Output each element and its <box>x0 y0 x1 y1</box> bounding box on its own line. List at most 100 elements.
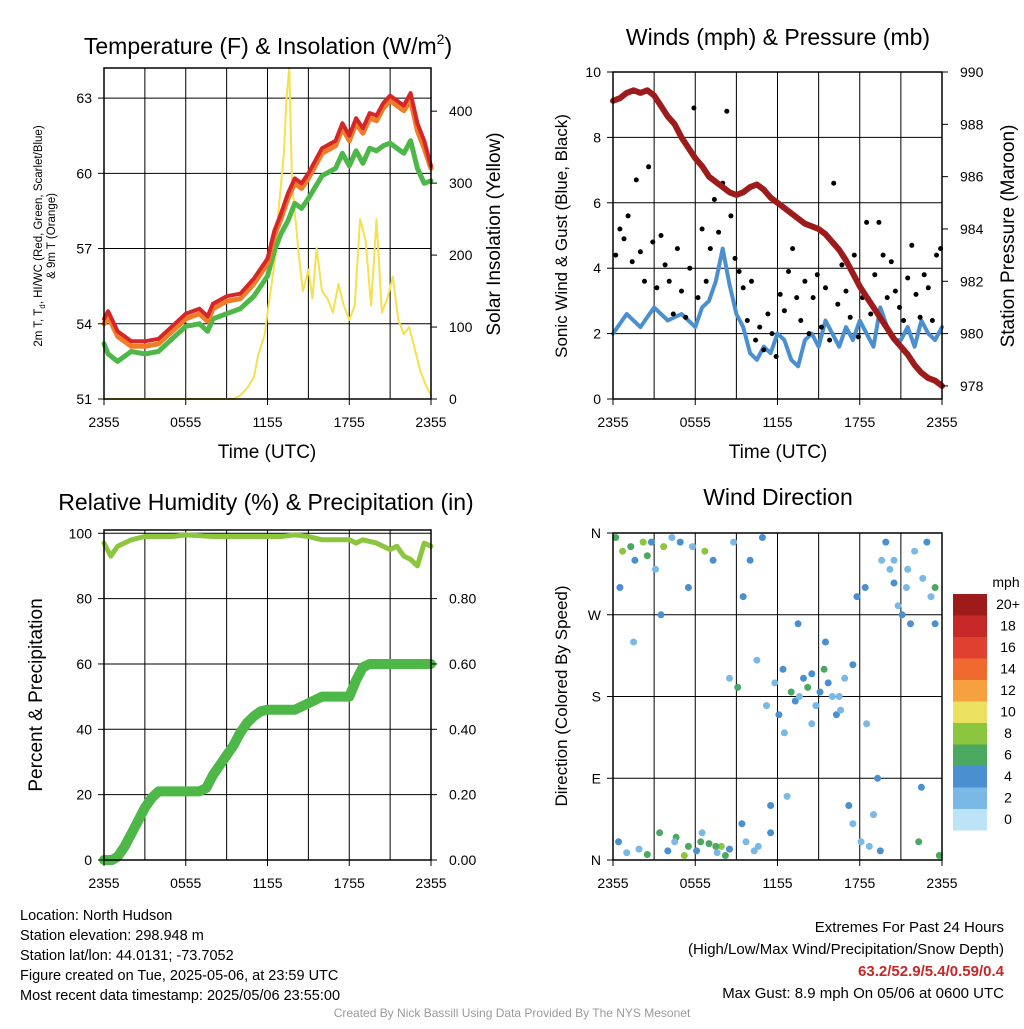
extremes-block: Extremes For Past 24 Hours (High/Low/Max… <box>688 917 1004 1005</box>
extremes-subtitle: (High/Low/Max Wind/Precipitation/Snow De… <box>688 941 1004 958</box>
direction-point <box>915 838 923 846</box>
direction-point <box>835 693 843 700</box>
direction-point <box>643 851 651 858</box>
direction-point <box>832 711 840 719</box>
y2-tick-label: 400 <box>449 103 473 119</box>
direction-point <box>767 829 775 837</box>
x-tick-label: 1755 <box>844 875 875 891</box>
direction-point <box>746 556 754 564</box>
direction-point <box>935 852 943 859</box>
y-tick-label: 0 <box>84 852 92 868</box>
legend-swatch <box>953 787 987 809</box>
gust-point <box>613 252 619 258</box>
winds-xlabel: Time (UTC) <box>729 442 828 463</box>
y-tick-label: 54 <box>76 316 92 332</box>
gust-point <box>633 177 639 183</box>
gust-point <box>884 295 890 301</box>
x-tick-label: 1755 <box>334 414 365 430</box>
legend-swatch <box>953 637 987 659</box>
rh-grid <box>104 530 431 860</box>
direction-point <box>791 697 799 705</box>
legend-swatch <box>953 615 987 637</box>
direction-point <box>671 838 679 846</box>
direction-point <box>668 534 676 541</box>
rh-ylabel: Percent & Precipitation <box>26 598 47 791</box>
direction-point <box>824 679 832 687</box>
winds-ylabel-right: Station Pressure (Maroon) <box>998 125 1019 348</box>
x-tick-label: 2355 <box>597 875 628 891</box>
y2-tick-label: 986 <box>960 169 984 185</box>
legend-title: mph <box>992 574 1019 590</box>
direction-point <box>816 688 824 696</box>
legend-label: 4 <box>1004 768 1012 784</box>
gust-point <box>650 239 656 245</box>
gust-point <box>621 236 627 242</box>
gust-point <box>798 318 804 323</box>
direction-point <box>783 792 791 800</box>
gust-point <box>662 262 668 268</box>
y2-tick-label: 984 <box>960 221 984 237</box>
y2-tick-label: 0.80 <box>449 591 476 607</box>
gust-point <box>646 164 652 170</box>
extremes-values: 63.2/52.9/5.4/0.59/0.4 <box>858 963 1004 980</box>
gust-point <box>901 318 907 323</box>
gust-point <box>806 331 812 337</box>
y-tick-label: N <box>591 852 601 868</box>
direction-point <box>919 574 927 582</box>
gust-point <box>921 272 927 278</box>
y-tick-label: E <box>592 770 601 786</box>
gust-point <box>687 265 693 271</box>
direction-point <box>693 847 701 855</box>
direction-point <box>874 774 882 782</box>
y-tick-label: 4 <box>593 260 601 276</box>
gust-point <box>934 252 939 258</box>
gust-point <box>728 213 734 219</box>
gust-point <box>753 337 759 343</box>
direction-point <box>876 847 884 855</box>
gust-point <box>642 278 647 284</box>
gust-point <box>868 311 874 317</box>
wd-ticks: 2355 0555 1155 1755 2355 N E S W N <box>588 525 958 891</box>
gust-point <box>839 262 845 268</box>
legend-label: 16 <box>1000 639 1016 655</box>
direction-point <box>849 820 857 828</box>
direction-point <box>779 665 787 673</box>
gust-point <box>732 255 738 261</box>
x-tick-label: 1755 <box>844 414 875 430</box>
direction-point <box>652 565 659 573</box>
gust-point <box>835 301 841 307</box>
gust-point <box>679 288 684 294</box>
x-tick-label: 1155 <box>762 875 792 891</box>
gust-point <box>629 259 635 265</box>
direction-point <box>907 620 914 628</box>
wd-ylabel: Direction (Colored By Speed) <box>552 585 571 806</box>
gust-point <box>749 278 754 284</box>
direction-point <box>890 556 898 564</box>
direction-point <box>878 556 886 564</box>
direction-point <box>780 729 788 737</box>
direction-point <box>890 579 898 587</box>
legend-label: 10 <box>1000 704 1016 720</box>
winds-ticks: 2355 0555 1155 1755 2355 0 2 4 6 8 10 978 980 982 984 9… <box>585 64 983 430</box>
gust-point <box>802 278 808 284</box>
x-tick-label: 1755 <box>334 875 365 891</box>
rh-series <box>99 532 436 865</box>
gust-point <box>716 229 722 235</box>
direction-point <box>639 538 647 546</box>
direction-point <box>742 838 750 846</box>
direction-point <box>753 656 761 664</box>
x-tick-label: 0555 <box>680 414 711 430</box>
gust-point <box>876 219 882 225</box>
panel-temperature: Temperature (F) & Insolation (W/m2) 2355… <box>33 31 505 463</box>
gust-point <box>724 108 730 114</box>
gust-point <box>790 246 796 252</box>
gust-point <box>864 219 870 225</box>
direction-point <box>861 584 869 591</box>
direction-point <box>898 611 906 619</box>
y2-tick-label: 300 <box>449 175 473 191</box>
direction-point <box>619 547 627 555</box>
y-tick-label: 0 <box>593 391 601 407</box>
gust-point <box>699 226 705 232</box>
direction-point <box>808 720 816 728</box>
gust-point <box>897 304 902 310</box>
